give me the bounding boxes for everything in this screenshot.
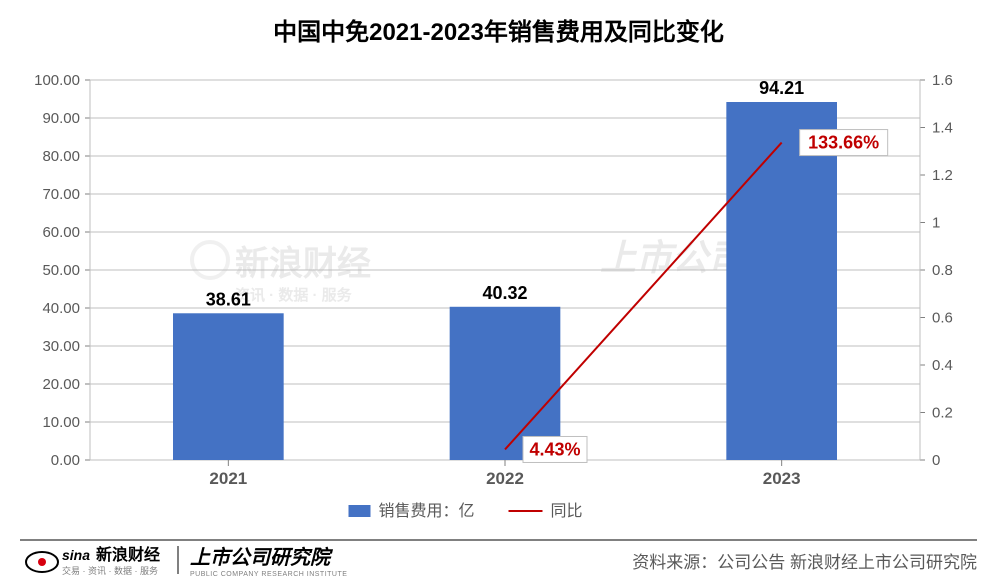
chart-svg: 新浪财经资讯 · 数据 · 服务上市公司研中国中免2021-2023年销售费用及…	[0, 0, 997, 588]
sina-logo-brand: sina	[62, 547, 90, 563]
bar-value-label: 94.21	[759, 78, 804, 98]
y-right-tick-label: 0.4	[932, 357, 953, 374]
bar-value-label: 38.61	[206, 289, 251, 309]
bar	[173, 313, 284, 460]
y-right-tick-label: 0.8	[932, 262, 953, 279]
y-right-tick-label: 1	[932, 215, 940, 232]
y-right-tick-label: 0	[932, 452, 940, 469]
y-right-tick-label: 1.4	[932, 120, 953, 137]
y-left-tick-label: 60.00	[42, 224, 80, 241]
bar-value-label: 40.32	[482, 283, 527, 303]
line-value-label: 4.43%	[529, 439, 580, 459]
sina-logo-icon	[38, 558, 46, 566]
y-left-tick-label: 20.00	[42, 376, 80, 393]
y-left-tick-label: 40.00	[42, 300, 80, 317]
chart-title: 中国中免2021-2023年销售费用及同比变化	[273, 18, 724, 46]
y-right-tick-label: 0.6	[932, 310, 953, 327]
y-right-tick-label: 1.2	[932, 167, 953, 184]
y-right-tick-label: 0.2	[932, 405, 953, 422]
x-category-label: 2021	[209, 469, 247, 488]
y-left-tick-label: 70.00	[42, 186, 80, 203]
y-left-tick-label: 30.00	[42, 338, 80, 355]
y-left-tick-label: 80.00	[42, 148, 80, 165]
y-left-tick-label: 10.00	[42, 414, 80, 431]
source-label: 资料来源：公司公告 新浪财经上市公司研究院	[632, 553, 977, 572]
x-category-label: 2022	[486, 469, 524, 488]
legend-swatch-bar	[349, 505, 371, 517]
institute-logo-en: PUBLIC COMPANY RESEARCH INSTITUTE	[190, 571, 347, 578]
x-category-label: 2023	[763, 469, 801, 488]
y-left-tick-label: 100.00	[34, 72, 80, 89]
y-left-tick-label: 50.00	[42, 262, 80, 279]
legend-label-bar: 销售费用：亿	[379, 502, 475, 520]
y-left-tick-label: 90.00	[42, 110, 80, 127]
line-value-label: 133.66%	[808, 133, 879, 153]
institute-logo-cn: 上市公司研究院	[190, 546, 334, 569]
legend-label-line: 同比	[551, 502, 583, 520]
chart-container: 新浪财经资讯 · 数据 · 服务上市公司研中国中免2021-2023年销售费用及…	[0, 0, 997, 588]
y-right-tick-label: 1.6	[932, 72, 953, 89]
sina-logo-cn: 新浪财经	[96, 545, 160, 564]
y-left-tick-label: 0.00	[51, 452, 80, 469]
svg-text:新浪财经: 新浪财经	[235, 244, 371, 283]
svg-text:资讯 · 数据 · 服务: 资讯 · 数据 · 服务	[235, 286, 353, 304]
sina-logo-sub: 交易 · 资讯 · 数据 · 服务	[62, 565, 158, 576]
